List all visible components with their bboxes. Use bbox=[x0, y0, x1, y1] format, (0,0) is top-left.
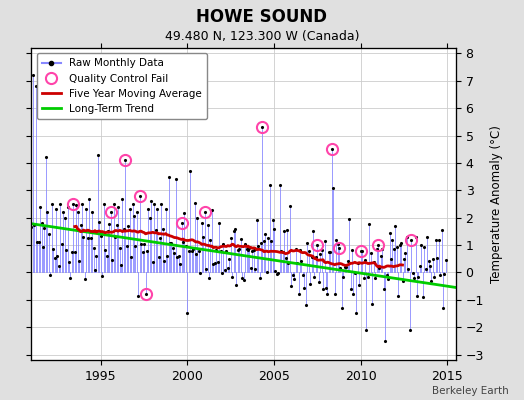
Y-axis label: Temperature Anomaly (°C): Temperature Anomaly (°C) bbox=[489, 125, 503, 283]
Text: Berkeley Earth: Berkeley Earth bbox=[432, 386, 508, 396]
Text: 49.480 N, 123.300 W (Canada): 49.480 N, 123.300 W (Canada) bbox=[165, 30, 359, 43]
Legend: Raw Monthly Data, Quality Control Fail, Five Year Moving Average, Long-Term Tren: Raw Monthly Data, Quality Control Fail, … bbox=[37, 53, 207, 119]
Text: HOWE SOUND: HOWE SOUND bbox=[196, 8, 328, 26]
